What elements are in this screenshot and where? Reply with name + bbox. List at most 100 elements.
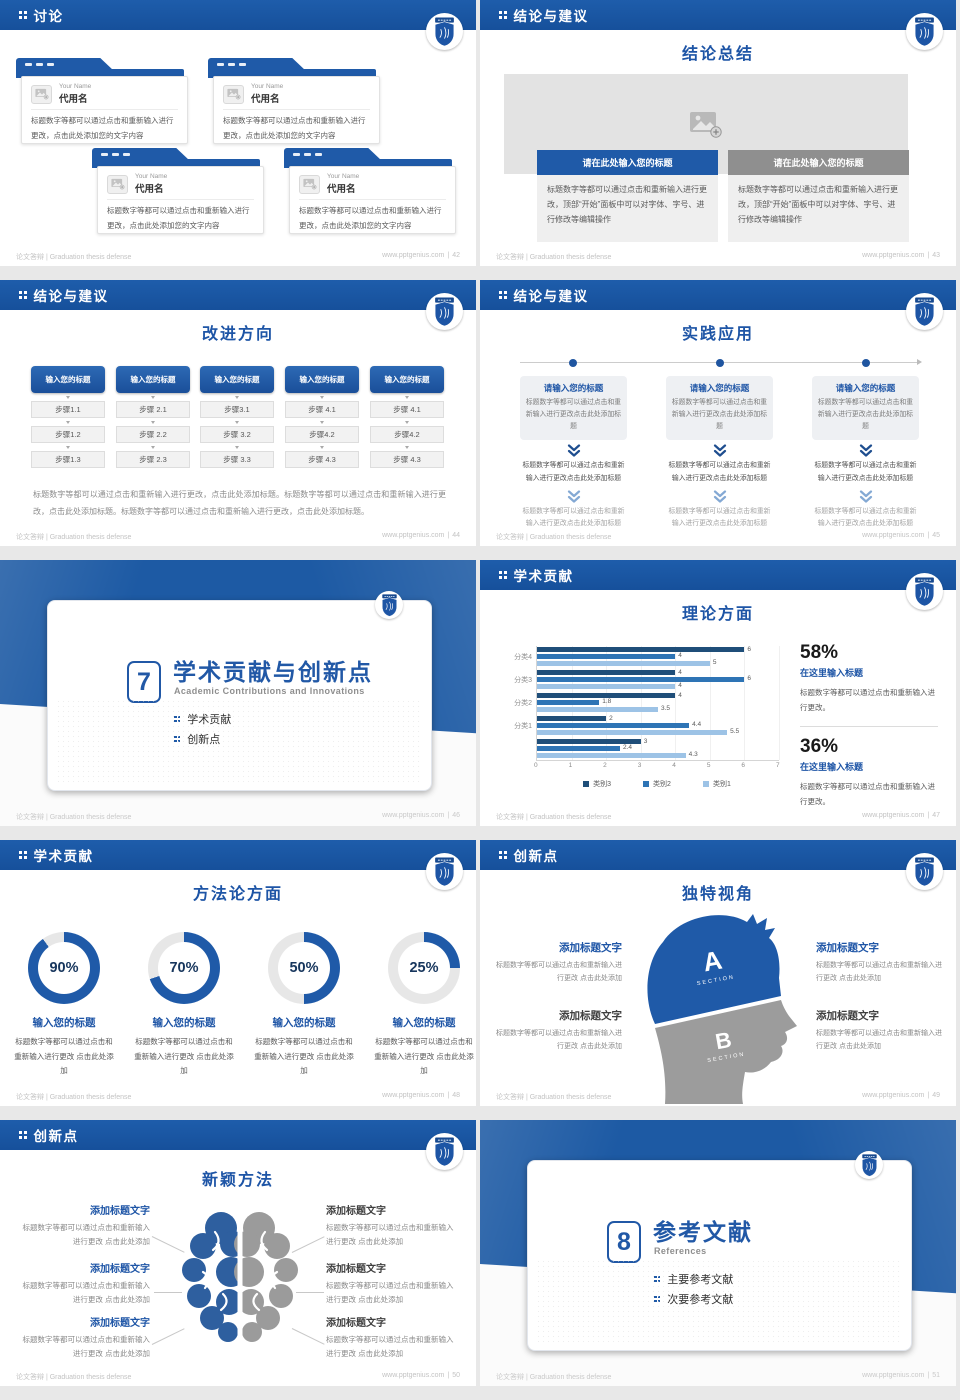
block-title: 添加标题文字 [559,1010,622,1022]
footer-brand: 论文答辩 | Graduation thesis defense [16,254,132,261]
column-mid-text: 标题数字等都可以通过点击和重新输入进行更改点击此处添加标题 [814,461,917,482]
bar-value-label: 6 [747,645,752,653]
footer-site: www.pptgenius.com | 44 [382,532,460,539]
grid-dots-icon [19,851,27,859]
school-logo-icon [855,1151,883,1179]
grid-dots-icon [654,1275,661,1283]
page-number: 44 [452,532,460,539]
stat-percent: 36% [800,736,839,758]
block-title: 添加标题文字 [816,942,879,954]
bar-value-label: 4 [678,682,682,690]
school-logo-icon [375,591,403,619]
slide-header: 讨论 [0,0,476,30]
slide-thumbnail-48[interactable]: 学术贡献 方法论方面 90% 输入您的标题 标题数字等都可以通过点击和重新输入进… [0,840,476,1106]
double-chevron-down-icon [859,444,872,457]
connector-line [296,1292,324,1293]
donut-chart: 70% [148,932,220,1004]
section-bullet: 创新点 [174,731,220,747]
name-zh: 代用名 [59,94,88,105]
stats-panel: 58% 在这里输入标题 标题数字等都可以通过点击和重新输入进行更改。 36% 在… [800,642,938,810]
slide-thumbnail-44[interactable]: 结论与建议 改进方向 输入您的标题 步骤1.1 步骤1.2 步骤1.3 输入您的… [0,280,476,546]
block-body: 标题数字等都可以通过点击和重新输入进行更改 点击此处添加 [326,1335,454,1359]
footer-site: www.pptgenius.com | 48 [382,1092,460,1099]
column-title: 输入您的标题 [116,366,190,393]
x-tick-label: 5 [706,762,711,769]
content-title: 独特视角 [681,886,754,903]
block-body: 标题数字等都可以通过点击和重新输入进行更改 点击此处添加 [22,1223,151,1247]
bar-类别2 [537,699,600,705]
footer-brand: 论文答辩 | Graduation thesis defense [496,254,612,261]
footer-brand: 论文答辩 | Graduation thesis defense [16,534,132,541]
donut-chart: 25% [388,932,460,1004]
double-chevron-down-icon [567,489,580,503]
slide-thumbnail-49[interactable]: 创新点 独特视角 A SECTION B SECTION 添加标题文字 标题数字等都… [480,840,956,1106]
title-bar-gray: 请在此处输入您的标题 [728,150,909,175]
step-box: 步骤4.2 [285,426,359,443]
footer-brand: 论文答辩 | Graduation thesis defense [496,1094,612,1101]
bar-类别2 [537,722,690,728]
x-tick-label: 1 [568,762,573,769]
step-column: 输入您的标题 步骤 4.1 步骤4.2 步骤 4.3 [370,366,444,468]
page-number: 42 [452,252,460,259]
bar-类别1 [537,729,728,735]
slide-thumbnail-42[interactable]: 讨论 Your Name 代用名 标题数字等都可以通过点击和重新输入进行更改，点击… [0,0,476,266]
add-image-icon [690,112,722,138]
slide-thumbnail-45[interactable]: 结论与建议 实践应用 请输入您的标题 标题数字等都可以通过点击和重新输入进行更改… [480,280,956,546]
folder-tab [284,148,382,161]
block-title: 添加标题文字 [326,1206,386,1217]
gridline [779,646,780,760]
content-title: 实践应用 [681,326,754,343]
grid-dots-icon [19,11,27,19]
slide-header: 学术贡献 [0,840,476,870]
donut-body: 标题数字等都可以通过点击和重新输入进行更改 点击此处添加 [254,1037,354,1076]
slide-header: 学术贡献 [480,560,956,590]
section-title: 学术贡献与创新点 [173,659,373,685]
timeline-dot [862,358,870,367]
bar-类别1 [537,683,676,689]
slide-thumbnail-46[interactable]: 7 学术贡献与创新点 Academic Contributions and In… [0,560,476,826]
slide-header-title: 结论与建议 [33,289,109,304]
name-zh: 代用名 [251,94,280,105]
content-title: 新颖方法 [201,1172,274,1189]
section-number: 8 [607,1221,641,1263]
legend-swatch [583,781,590,787]
section-bullet: 主要参考文献 [654,1271,733,1287]
page-number: 43 [932,252,940,259]
content-title: 方法论方面 [192,886,283,903]
double-chevron-down-icon [859,489,872,503]
stat-title: 在这里输入标题 [800,668,864,678]
bar-类别2 [537,653,676,659]
block-title: 添加标题文字 [90,1318,150,1329]
block-title: 添加标题文字 [326,1318,386,1329]
bar-类别3 [537,670,676,675]
footer-brand: 论文答辩 | Graduation thesis defense [16,814,132,821]
step-box: 步骤 4.3 [285,451,359,468]
body-panel: 标题数字等都可以通过点击和重新输入进行更改，顶部“开始”面板中可以对字体、字号、… [537,175,718,242]
school-logo-icon [426,13,463,50]
donut-body: 标题数字等都可以通过点击和重新输入进行更改 点击此处添加 [14,1037,114,1076]
stat-percent: 58% [800,642,839,663]
bar-value-label: 4 [678,691,682,699]
double-chevron-down-icon [713,489,726,503]
profile-card: Your Name 代用名 标题数字等都可以通过点击和重新输入进行更改，点击此处添… [284,148,456,234]
section-bullet: 学术贡献 [174,711,231,727]
step-column: 输入您的标题 步骤 4.1 步骤4.2 步骤 4.3 [285,366,359,468]
slide-thumbnail-50[interactable]: 创新点 新颖方法 添加标题文字 标题数字等都可以通过点击和重新输 [0,1120,476,1386]
slide-thumbnail-43[interactable]: 结论与建议 结论总结 请在此处输入您的标题 请在此处输入您的标题 标题数字等都可… [480,0,956,266]
legend-item: 类别3 [583,779,611,789]
bar-value-label: 5.5 [730,728,740,736]
slide-thumbnail-51[interactable]: 8 参考文献 References 主要参考文献 次要参考文献 论文答辩 | G… [480,1120,956,1386]
block-title: 添加标题文字 [816,1010,879,1022]
slide-thumbnail-47[interactable]: 学术贡献 理论方面 6 4 4 2 3 4 6 1.8 4.4 2.4 5 4 3.5 5.5 4.3 分类… [480,560,956,826]
step-box: 步骤3.1 [200,401,274,418]
x-tick-label: 0 [534,762,538,769]
step-column: 输入您的标题 步骤 2.1 步骤 2.2 步骤 2.3 [116,366,190,468]
block-title: 添加标题文字 [326,1264,386,1275]
text-block: 添加标题文字 标题数字等都可以通过点击和重新输入进行更改 点击此处添加 [18,1260,151,1308]
page-number: 49 [932,1092,940,1099]
gridline [709,646,711,760]
stat-body: 标题数字等都可以通过点击和重新输入进行更改。 [800,782,935,806]
legend-swatch [702,781,709,787]
page-number: 51 [932,1372,940,1379]
